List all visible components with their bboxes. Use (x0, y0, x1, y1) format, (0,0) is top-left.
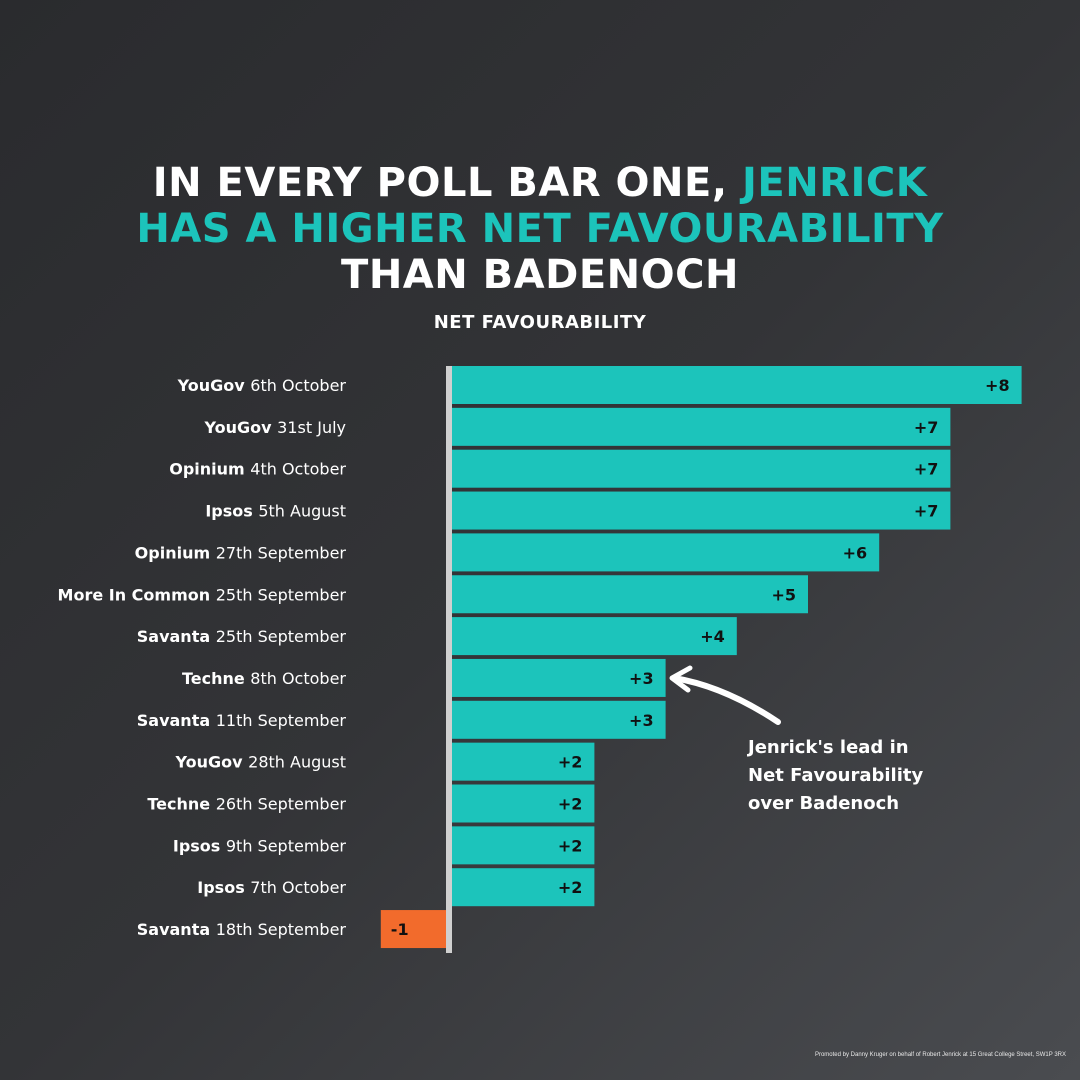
category-date: 6th October (250, 376, 346, 395)
category-pollster: Ipsos (173, 836, 226, 855)
bar (452, 658, 666, 697)
category-label: Savanta 25th September (137, 627, 347, 646)
bar (452, 575, 808, 614)
bar (452, 617, 737, 656)
category-label: Opinium 4th October (169, 460, 346, 479)
data-label: +8 (985, 376, 1010, 395)
category-pollster: Techne (182, 669, 250, 688)
bar (452, 407, 951, 446)
category-date: 25th September (216, 627, 347, 646)
category-date: 9th September (226, 836, 347, 855)
category-pollster: Opinium (169, 460, 250, 479)
headline-line3: THAN BADENOCH (341, 252, 739, 298)
headline-line1-teal: JENRICK (742, 160, 928, 206)
category-pollster: YouGov (177, 376, 251, 395)
bar (380, 910, 452, 949)
annotation-text-line: over Badenoch (748, 793, 899, 814)
category-date: 26th September (216, 795, 347, 814)
data-label: +2 (558, 795, 583, 814)
data-label: +4 (700, 627, 725, 646)
category-label: Opinium 27th September (135, 543, 347, 562)
category-pollster: Ipsos (197, 878, 250, 897)
category-label: YouGov 6th October (177, 376, 347, 395)
category-label: Savanta 11th September (137, 711, 347, 730)
annotation: Jenrick's lead in Net Favourability over B… (669, 665, 923, 814)
category-date: 31st July (277, 418, 346, 437)
headline-line1-white: IN EVERY POLL BAR ONE, (152, 160, 728, 206)
headline-line2: HAS A HIGHER NET FAVOURABILITY (136, 206, 944, 252)
bar (452, 449, 951, 488)
category-pollster: Savanta (137, 711, 216, 730)
category-pollster: Opinium (135, 543, 216, 562)
category-date: 28th August (248, 753, 346, 772)
bar (452, 826, 595, 865)
category-date: 7th October (250, 878, 346, 897)
data-label: +7 (914, 502, 939, 521)
category-pollster: Ipsos (205, 502, 258, 521)
data-label: +2 (558, 878, 583, 897)
category-label: Techne 26th September (147, 795, 346, 814)
chart-title: NET FAVOURABILITY (433, 312, 647, 333)
category-label: More In Common 25th September (58, 585, 347, 604)
data-label: -1 (391, 920, 409, 939)
data-label: +6 (843, 543, 868, 562)
data-label: +5 (771, 585, 796, 604)
category-pollster: More In Common (58, 585, 216, 604)
category-label: Ipsos 9th September (173, 836, 347, 855)
category-pollster: Techne (147, 795, 215, 814)
bar (452, 868, 595, 907)
chart-headline: IN EVERY POLL BAR ONE, JENRICK HAS A HIG… (0, 160, 1080, 298)
category-date: 18th September (216, 920, 347, 939)
bar (452, 533, 880, 572)
category-pollster: Savanta (137, 627, 216, 646)
category-label: Savanta 18th September (137, 920, 347, 939)
category-label: Techne 8th October (182, 669, 346, 688)
category-date: 5th August (258, 502, 346, 521)
category-label: Ipsos 7th October (197, 878, 346, 897)
category-pollster: YouGov (204, 418, 278, 437)
annotation-text-line: Jenrick's lead in (746, 737, 909, 758)
category-date: 8th October (250, 669, 346, 688)
bar (452, 366, 1022, 404)
category-label: YouGov 31st July (204, 418, 346, 437)
bar (452, 784, 595, 823)
category-date: 4th October (250, 460, 346, 479)
footer-imprint: Promoted by Danny Kruger on behalf of Ro… (814, 1052, 1066, 1058)
bar (452, 491, 951, 530)
category-label: YouGov 28th August (175, 753, 346, 772)
data-label: +3 (629, 669, 654, 688)
data-label: +7 (914, 418, 939, 437)
data-label: +2 (558, 753, 583, 772)
data-label: +2 (558, 836, 583, 855)
bar (452, 700, 666, 739)
annotation-text-line: Net Favourability (748, 765, 923, 786)
category-date: 27th September (216, 543, 347, 562)
data-label: +7 (914, 460, 939, 479)
annotation-arrow-icon (671, 675, 781, 725)
annotation-arrowhead-icon (669, 665, 693, 693)
bar (452, 742, 595, 781)
category-date: 11th September (216, 711, 347, 730)
category-pollster: YouGov (175, 753, 249, 772)
category-date: 25th September (216, 585, 347, 604)
data-label: +3 (629, 711, 654, 730)
category-pollster: Savanta (137, 920, 216, 939)
category-label: Ipsos 5th August (205, 502, 346, 521)
